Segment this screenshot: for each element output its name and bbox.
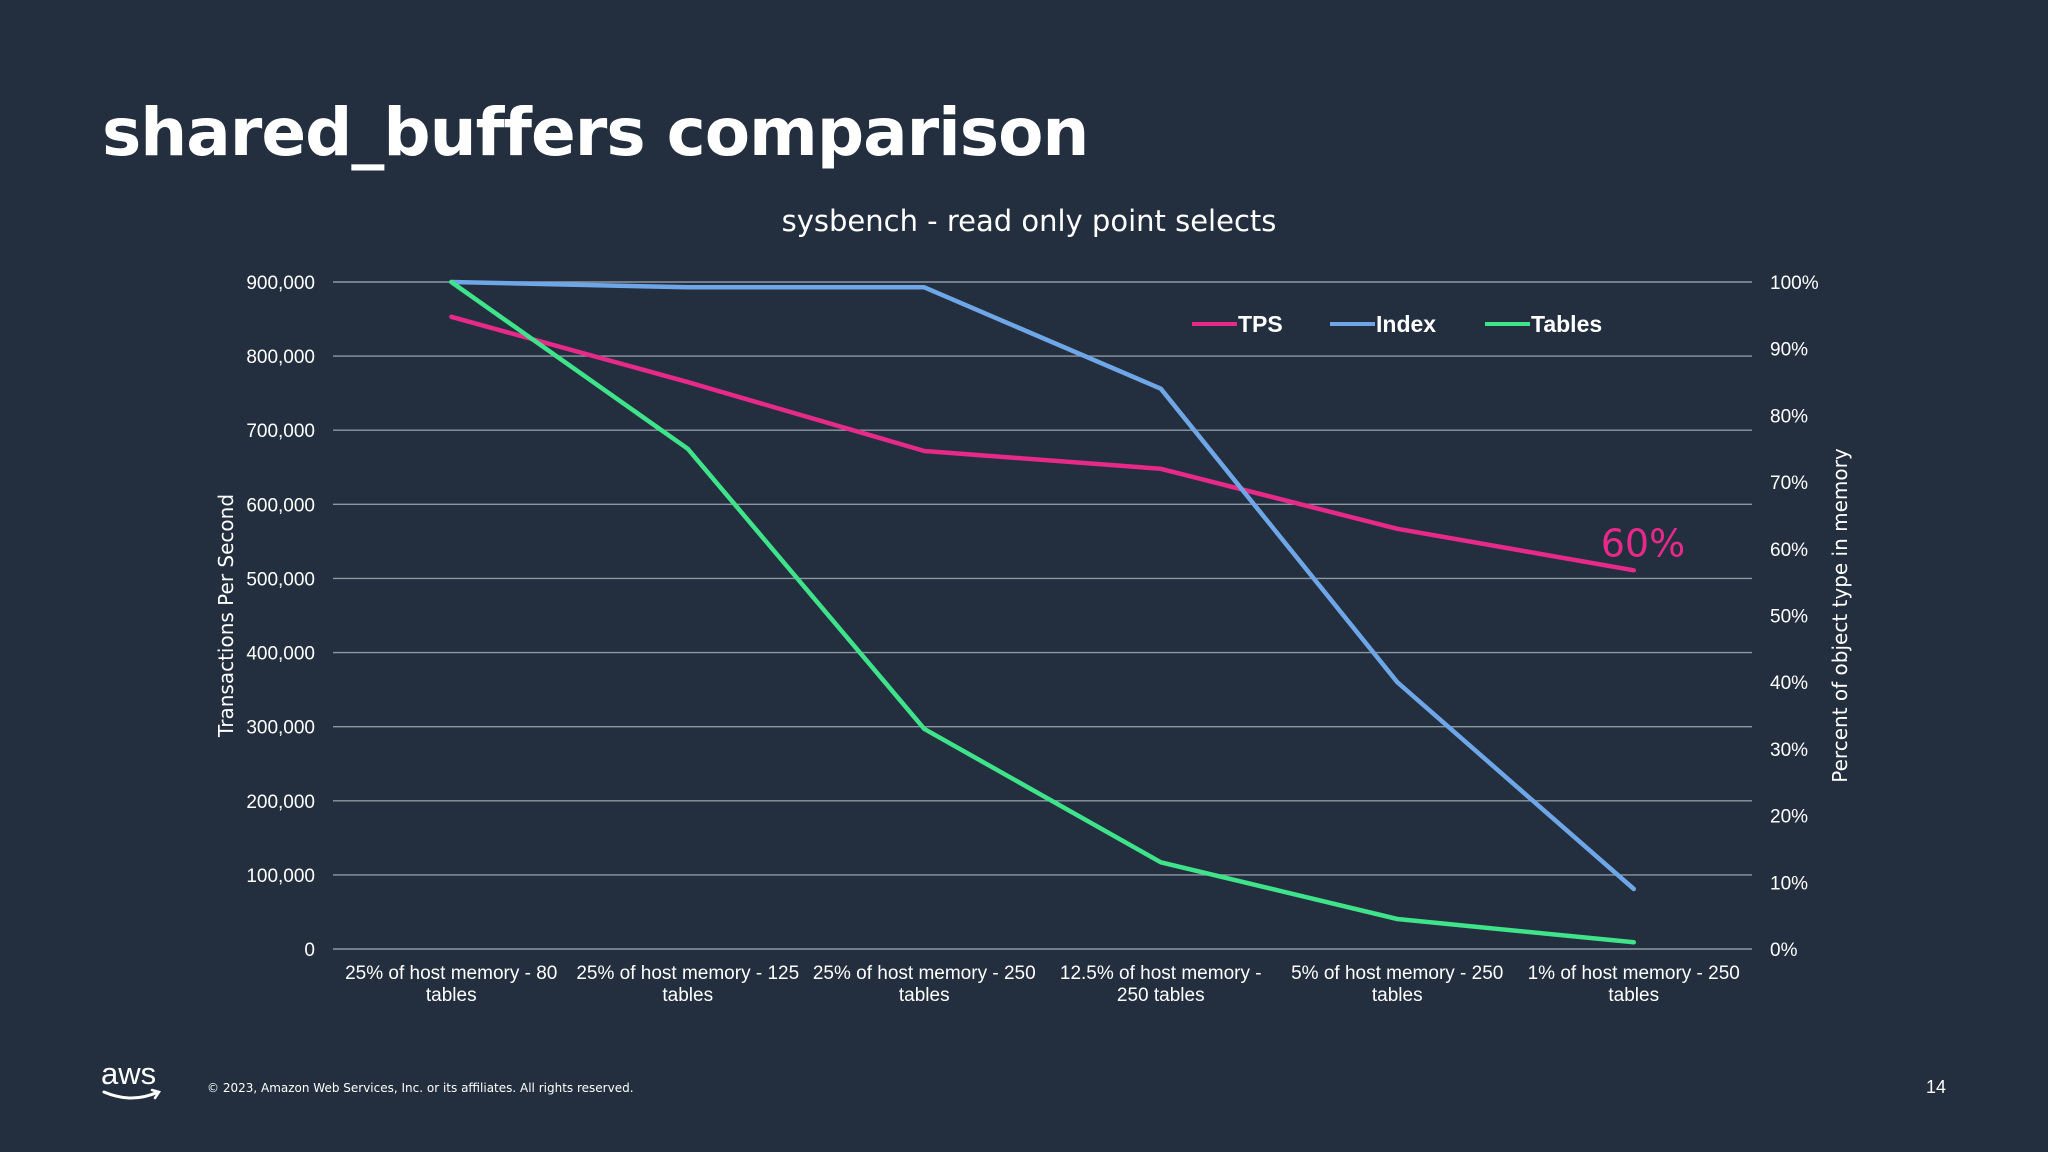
y-right-tick-label: 50%	[1770, 607, 1808, 628]
page-number: 14	[1925, 1077, 1946, 1097]
x-tick-label: tables	[1608, 985, 1659, 1006]
x-tick-label: tables	[899, 985, 950, 1006]
chart-title: sysbench - read only point selects	[781, 204, 1277, 238]
series-line-tables	[449, 279, 1637, 945]
y-right-tick-label: 80%	[1770, 406, 1808, 427]
y-right-tick-label: 40%	[1770, 673, 1808, 694]
legend-label-index: Index	[1376, 311, 1436, 337]
slide-title: shared_buffers comparison	[102, 94, 1089, 171]
y-left-tick-label: 100,000	[246, 866, 315, 887]
x-tick-label: 25% of host memory - 125	[576, 963, 799, 984]
x-tick-label: 25% of host memory - 80	[345, 963, 557, 984]
y-right-tick-label: 30%	[1770, 740, 1808, 761]
aws-logo-text: aws	[101, 1058, 156, 1091]
y-left-tick-label: 600,000	[246, 495, 315, 516]
series-line-tps	[449, 314, 1637, 573]
series-line-index	[449, 279, 1637, 892]
x-tick-label: tables	[1372, 985, 1423, 1006]
y-right-tick-label: 0%	[1770, 940, 1798, 961]
aws-logo: aws	[101, 1058, 161, 1100]
legend-label-tps: TPS	[1238, 311, 1283, 337]
y-right-tick-label: 10%	[1770, 873, 1808, 894]
y-left-tick-label: 700,000	[246, 421, 315, 442]
x-tick-label: 25% of host memory - 250	[813, 963, 1036, 984]
x-tick-label: 1% of host memory - 250	[1528, 963, 1740, 984]
y-left-tick-label: 300,000	[246, 718, 315, 739]
y-left-axis-label: Transactions Per Second	[214, 494, 238, 738]
y-left-tick-label: 0	[304, 940, 315, 961]
x-tick-label: 250 tables	[1117, 985, 1205, 1006]
annotation-label: 60%	[1601, 521, 1685, 565]
x-tick-label: tables	[426, 985, 477, 1006]
y-right-tick-label: 60%	[1770, 540, 1808, 561]
y-left-tick-label: 800,000	[246, 347, 315, 368]
x-tick-label: tables	[662, 985, 713, 1006]
y-right-tick-label: 20%	[1770, 807, 1808, 828]
y-right-axis-label: Percent of object type in memory	[1828, 448, 1852, 783]
y-left-tick-label: 500,000	[246, 569, 315, 590]
x-tick-label: 5% of host memory - 250	[1291, 963, 1503, 984]
copyright-text: © 2023, Amazon Web Services, Inc. or its…	[207, 1081, 634, 1095]
y-left-tick-label: 200,000	[246, 792, 315, 813]
y-right-tick-label: 70%	[1770, 473, 1808, 494]
x-tick-label: 12.5% of host memory -	[1060, 963, 1262, 984]
y-right-tick-label: 100%	[1770, 273, 1819, 294]
y-right-tick-label: 90%	[1770, 340, 1808, 361]
y-left-tick-label: 900,000	[246, 273, 315, 294]
y-left-tick-label: 400,000	[246, 644, 315, 665]
legend-label-tables: Tables	[1531, 311, 1602, 337]
